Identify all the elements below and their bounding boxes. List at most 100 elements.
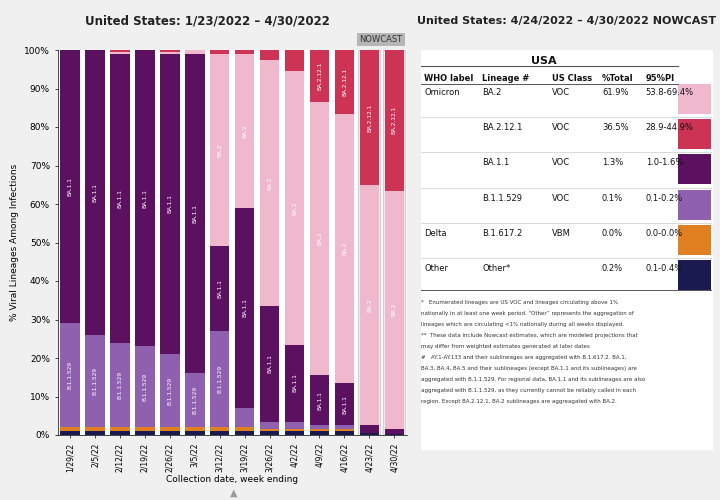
Text: %Total: %Total <box>602 74 634 83</box>
Text: United States: 1/23/2022 – 4/30/2022: United States: 1/23/2022 – 4/30/2022 <box>84 14 330 28</box>
Bar <box>384 50 404 190</box>
Bar <box>60 428 80 431</box>
Bar <box>260 50 279 59</box>
Text: BA.2: BA.2 <box>392 303 397 316</box>
Text: 0.1-0.4%: 0.1-0.4% <box>646 264 683 273</box>
Bar <box>235 431 254 435</box>
Text: Other*: Other* <box>482 264 510 273</box>
Text: USA: USA <box>531 56 557 66</box>
Text: B.1.1.529: B.1.1.529 <box>68 362 73 390</box>
Bar <box>235 408 254 428</box>
Bar <box>210 331 230 428</box>
Text: BA.2: BA.2 <box>267 176 272 190</box>
Text: BA.2.12.1: BA.2.12.1 <box>392 106 397 134</box>
Bar <box>310 429 329 431</box>
Bar <box>185 428 204 431</box>
Bar <box>678 154 711 184</box>
Bar <box>110 431 130 435</box>
Text: Omicron: Omicron <box>424 88 460 97</box>
Bar <box>210 246 230 331</box>
Bar <box>135 428 155 431</box>
Bar <box>135 346 155 428</box>
Text: BA.2: BA.2 <box>317 232 322 245</box>
Bar <box>235 54 254 208</box>
Bar <box>85 431 104 435</box>
Text: may differ from weighted estimates generated at later dates: may differ from weighted estimates gener… <box>421 344 590 349</box>
Bar <box>310 102 329 376</box>
Text: #   AY.1-AY.133 and their sublineages are aggregated with B.1.617.2. BA.1,: # AY.1-AY.133 and their sublineages are … <box>421 355 626 360</box>
Text: BA.2.12.1: BA.2.12.1 <box>482 123 523 132</box>
Bar <box>260 431 279 435</box>
Bar <box>135 50 155 346</box>
Text: BA.1.1: BA.1.1 <box>292 374 297 392</box>
Bar <box>210 50 230 54</box>
Text: region. Except BA.2.12.1, BA.2 sublineages are aggreagated with BA.2.: region. Except BA.2.12.1, BA.2 sublineag… <box>421 399 617 404</box>
Text: BA.1.1: BA.1.1 <box>217 280 222 298</box>
Bar <box>335 383 354 426</box>
Text: BA.1.1: BA.1.1 <box>167 194 172 214</box>
Y-axis label: % Viral Lineages Among Infections: % Viral Lineages Among Infections <box>9 164 19 321</box>
Bar <box>160 354 179 428</box>
Text: BA.2.12.1: BA.2.12.1 <box>392 106 397 134</box>
Bar <box>359 50 380 435</box>
Bar <box>185 54 204 374</box>
Text: BA.3, BA.4, BA.5 and their sublineages (except BA.1.1 and its sublineages) are: BA.3, BA.4, BA.5 and their sublineages (… <box>421 366 637 371</box>
Bar <box>85 50 104 335</box>
Text: BA.1.1: BA.1.1 <box>317 391 322 410</box>
Bar <box>360 425 379 432</box>
Bar <box>384 429 404 434</box>
Bar <box>135 431 155 435</box>
Bar <box>210 54 230 246</box>
Bar <box>384 190 404 429</box>
Bar <box>384 190 404 429</box>
Text: BA.1.1: BA.1.1 <box>68 177 73 196</box>
Bar <box>160 428 179 431</box>
Bar <box>285 50 305 71</box>
Bar <box>260 60 279 306</box>
Text: BA.1.1: BA.1.1 <box>143 189 148 208</box>
Text: BA.1.1: BA.1.1 <box>92 183 97 202</box>
Bar <box>110 52 130 54</box>
Text: nationally in at least one week period. “Other” represents the aggregation of: nationally in at least one week period. … <box>421 311 634 316</box>
Text: VOC: VOC <box>552 158 570 168</box>
Bar <box>285 422 305 429</box>
Bar <box>160 50 179 52</box>
Bar <box>210 431 230 435</box>
Bar <box>85 335 104 428</box>
Bar <box>310 376 329 426</box>
Bar <box>678 225 711 255</box>
Text: BA.2.12.1: BA.2.12.1 <box>367 104 372 132</box>
Text: BA.2: BA.2 <box>242 124 247 138</box>
Bar <box>335 426 354 429</box>
Text: 28.9-44.9%: 28.9-44.9% <box>646 123 693 132</box>
Bar <box>360 433 379 435</box>
Bar <box>384 50 404 190</box>
Bar <box>110 54 130 343</box>
Bar <box>360 425 379 432</box>
Text: ▲: ▲ <box>230 488 238 498</box>
Text: aggregated with B.1.1.529. For regional data, BA.1.1 and its sublineages are als: aggregated with B.1.1.529. For regional … <box>421 377 645 382</box>
Text: WHO label: WHO label <box>424 74 474 83</box>
Bar <box>285 344 305 422</box>
Text: BA.2: BA.2 <box>217 144 222 157</box>
Text: Other: Other <box>424 264 448 273</box>
Bar <box>160 54 179 354</box>
Text: 0.1-0.2%: 0.1-0.2% <box>646 194 683 202</box>
Bar <box>310 431 329 435</box>
Text: B.1.1.529: B.1.1.529 <box>143 373 148 401</box>
Bar <box>310 426 329 429</box>
Bar <box>360 50 379 186</box>
Text: **  These data include Nowcast estimates, which are modeled projections that: ** These data include Nowcast estimates,… <box>421 333 638 338</box>
Text: BA.1.1: BA.1.1 <box>242 298 247 318</box>
Bar <box>185 50 204 54</box>
Bar <box>60 324 80 428</box>
Bar <box>383 50 405 435</box>
Text: Delta: Delta <box>424 229 446 238</box>
Bar <box>160 52 179 54</box>
Text: BA.2: BA.2 <box>292 201 297 214</box>
Text: BA.1.1: BA.1.1 <box>117 189 122 208</box>
Bar <box>185 431 204 435</box>
Text: 0.0-0.0%: 0.0-0.0% <box>646 229 683 238</box>
Bar <box>60 50 80 324</box>
Text: BA.2.12.1: BA.2.12.1 <box>317 62 322 90</box>
